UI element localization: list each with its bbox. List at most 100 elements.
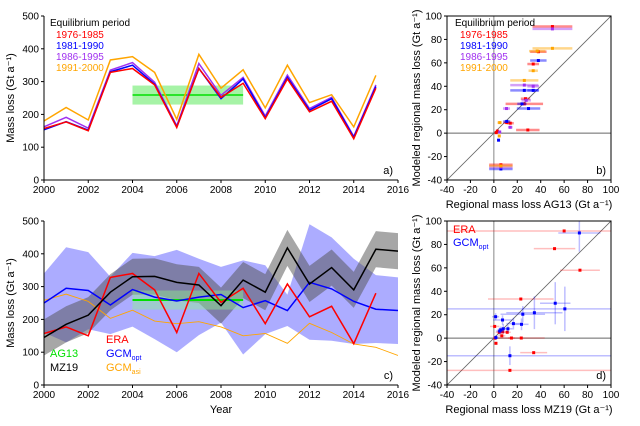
data-point	[550, 27, 554, 31]
x-tick-label: 2006	[166, 185, 189, 196]
y-tick-label: 20	[431, 310, 443, 321]
y-tick-label: 0	[436, 334, 442, 345]
data-point	[531, 88, 535, 92]
data-point	[494, 131, 498, 135]
data-point	[524, 98, 528, 102]
y-axis-label: Mass loss (Gt a⁻¹)	[5, 258, 17, 348]
data-point	[578, 268, 582, 272]
data-point	[562, 229, 566, 233]
x-tick-label: 2000	[33, 390, 56, 401]
y-tick-label: 0	[436, 129, 442, 140]
x-tick-label: 2006	[166, 390, 189, 401]
y-tick-label: -40	[428, 176, 443, 187]
one-to-one-line	[447, 16, 611, 180]
x-tick-label: 2012	[298, 390, 321, 401]
x-tick-label: 2012	[298, 185, 321, 196]
legend-entry: 1986-1995	[56, 52, 104, 63]
legend-entry: MZ19	[50, 362, 78, 374]
data-point	[522, 102, 526, 106]
x-tick-label: -40	[440, 185, 455, 196]
data-point	[494, 336, 498, 340]
x-tick-label: 20	[512, 390, 524, 401]
legend-entry: GCMopt	[453, 237, 488, 251]
data-point	[523, 97, 527, 101]
plot-area	[44, 224, 398, 356]
data-point	[497, 134, 501, 138]
panel-b: -40 -20 0 20 40 60 80 100-40-20020406080100Mode…	[411, 10, 620, 211]
x-tick-label: 2000	[33, 185, 56, 196]
plot-frame	[446, 15, 612, 181]
series-line-1991-2000	[44, 52, 377, 129]
data-point	[495, 129, 499, 133]
data-point	[511, 322, 515, 326]
x-tick-label: 0	[491, 390, 497, 401]
data-point	[520, 322, 524, 326]
y-tick-label: 100	[425, 12, 442, 23]
data-point	[519, 297, 523, 301]
panel-d: -40 -20 0 20 40 60 80 100-40-20020406080100Mode…	[411, 215, 620, 416]
series-line-MZ19	[44, 246, 398, 339]
data-point	[498, 329, 502, 333]
x-tick-label: 2002	[77, 185, 100, 196]
series-line-GCMasi	[44, 293, 398, 356]
y-tick-label: 80	[431, 35, 443, 46]
y-tick-label: 200	[22, 110, 39, 121]
data-point	[506, 327, 510, 331]
plot-area	[447, 16, 611, 180]
plot-frame	[446, 220, 612, 386]
y-tick-label: 100	[22, 143, 39, 154]
data-point	[577, 231, 581, 235]
panel-label: b)	[596, 165, 606, 177]
data-point	[508, 121, 512, 125]
y-tick-label: 300	[22, 282, 39, 293]
x-tick-label: 2004	[121, 390, 144, 401]
data-point	[531, 84, 535, 88]
data-point	[522, 83, 526, 87]
data-point	[499, 167, 503, 171]
data-point	[508, 354, 512, 358]
data-point	[509, 336, 513, 340]
data-point	[522, 88, 526, 92]
legend-entry: 1981-1990	[460, 41, 508, 52]
data-point	[550, 25, 554, 29]
x-tick-label: 40	[535, 185, 547, 196]
x-tick-label: 80	[582, 185, 594, 196]
data-point	[501, 330, 505, 334]
x-tick-label: 2010	[254, 390, 277, 401]
x-tick-label: 40	[535, 390, 547, 401]
y-tick-label: 100	[22, 348, 39, 359]
data-point	[522, 78, 526, 82]
y-tick-label: 0	[33, 176, 39, 187]
data-point	[526, 128, 530, 132]
legend-entry-AG13: AG13	[50, 348, 78, 360]
legend-entry: 1976-1985	[56, 30, 104, 41]
x-tick-label: 2016	[387, 185, 410, 196]
x-tick-label: 2004	[121, 185, 144, 196]
data-point	[499, 164, 503, 168]
x-tick-label: 60	[559, 185, 571, 196]
series-line-1976-1985	[44, 66, 377, 141]
x-tick-label: 2008	[210, 390, 233, 401]
y-tick-label: 60	[431, 263, 443, 274]
x-tick-label: 20	[512, 185, 524, 196]
legend-entry: 1991-2000	[460, 63, 508, 74]
plot-area	[44, 52, 377, 141]
x-tick-label: -20	[463, 185, 478, 196]
y-tick-label: 40	[431, 287, 443, 298]
y-tick-label: 400	[22, 44, 39, 55]
data-point	[553, 247, 557, 251]
x-axis-label: Regional mass loss AG13 (Gt a⁻¹)	[446, 199, 613, 211]
series-line-ERA	[44, 271, 377, 346]
data-point	[508, 368, 512, 372]
x-tick-label: 60	[559, 390, 571, 401]
one-to-one-line	[447, 221, 611, 385]
data-point	[505, 330, 509, 334]
panel-c: 2000 2002 2004 2006 2008 2010 2012 2014 2016 0 100…	[5, 217, 410, 417]
y-tick-label: 0	[33, 381, 39, 392]
data-point	[521, 312, 525, 316]
panel-label: d)	[596, 370, 606, 382]
panel-a: 2000 2002 2004 2006 2008 2010 2012 2014 2016 0 100…	[5, 12, 410, 197]
panel-label: a)	[383, 165, 393, 177]
legend-entry: 1991-2000	[56, 63, 104, 74]
x-axis-label: Year	[210, 404, 233, 416]
